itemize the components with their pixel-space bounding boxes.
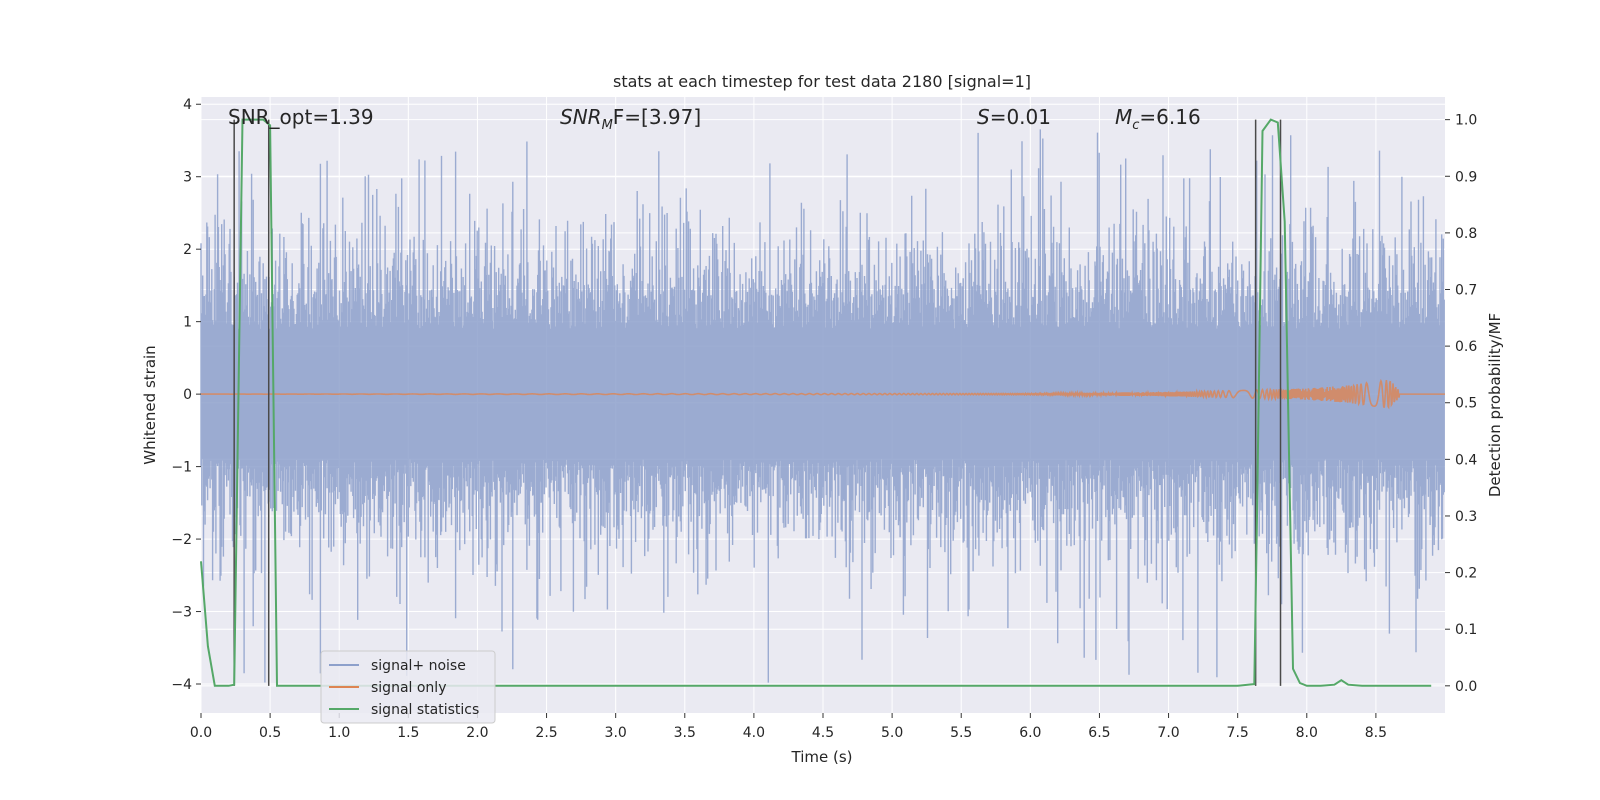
x-tick-label: 5.0 <box>881 725 903 741</box>
x-tick-label: 2.0 <box>466 725 488 741</box>
y-axis-label-right: Detection probability/MF <box>1486 313 1504 497</box>
y-left-tick-label: −1 <box>171 460 192 476</box>
y-right-tick-label: 0.4 <box>1455 452 1477 468</box>
x-tick-label: 7.5 <box>1227 725 1249 741</box>
y-right-tick-label: 0.8 <box>1455 226 1477 242</box>
legend-label-signal-statistics: signal statistics <box>371 702 479 718</box>
signal-statistics-series <box>200 118 1432 687</box>
legend-box <box>320 650 496 724</box>
y-left-tick-label: −4 <box>171 677 192 693</box>
y-left-tick-label: −2 <box>171 532 192 548</box>
y-left-tick-label: 2 <box>183 242 192 258</box>
x-tick-label: 0.0 <box>190 725 212 741</box>
legend-label-signal-only: signal only <box>371 680 446 696</box>
x-tick-label: 4.5 <box>812 725 834 741</box>
x-tick-label: 7.0 <box>1157 725 1179 741</box>
signal-only-trace <box>200 378 1445 410</box>
y-axis-label-left: Whitened strain <box>141 345 159 464</box>
x-tick-label: 1.0 <box>328 725 350 741</box>
x-tick-label: 6.5 <box>1088 725 1110 741</box>
x-tick-label: 8.5 <box>1365 725 1387 741</box>
y-right-tick-label: 1.0 <box>1455 113 1477 129</box>
y-right-tick-label: 0.3 <box>1455 509 1477 525</box>
annotation-snr-mf: SNRMF=[3.97] <box>560 105 701 133</box>
x-axis-label: Time (s) <box>791 748 853 766</box>
x-tick-label: 0.5 <box>259 725 281 741</box>
annotation-snr-opt: SNR_opt=1.39 <box>228 105 374 129</box>
x-tick-label: 3.5 <box>674 725 696 741</box>
y-left-tick-label: −3 <box>171 605 192 621</box>
x-tick-label: 4.0 <box>743 725 765 741</box>
y-right-tick-label: 0.0 <box>1455 679 1477 695</box>
y-right-tick-label: 0.6 <box>1455 339 1477 355</box>
annotation-mc: Mc=6.16 <box>1115 105 1201 133</box>
x-tick-label: 6.0 <box>1019 725 1041 741</box>
legend-label-signal-noise: signal+ noise <box>371 658 466 674</box>
y-left-tick-label: 1 <box>183 315 192 331</box>
y-right-tick-label: 0.9 <box>1455 169 1477 185</box>
y-right-tick-label: 0.2 <box>1455 566 1477 582</box>
signal-only-series <box>200 378 1445 410</box>
y-right-tick-label: 0.5 <box>1455 396 1477 412</box>
legend: signal+ noise signal only signal statist… <box>320 650 496 724</box>
chart-title: stats at each timestep for test data 218… <box>613 72 1031 91</box>
y-left-tick-label: 4 <box>183 97 192 113</box>
y-right-tick-label: 0.1 <box>1455 622 1477 638</box>
y-left-tick-label: 3 <box>183 170 192 186</box>
x-tick-label: 3.0 <box>605 725 627 741</box>
x-tick-label: 8.0 <box>1296 725 1318 741</box>
x-tick-label: 1.5 <box>397 725 419 741</box>
y-right-tick-label: 0.7 <box>1455 283 1477 299</box>
signal-statistics-trace <box>200 118 1432 687</box>
x-tick-label: 5.5 <box>950 725 972 741</box>
axes: 0.0 0.5 1.0 1.5 2.0 2.5 3.0 3.5 4.0 4.5 5.0 5.5 6.0 6… <box>171 97 1477 741</box>
annotation-s: S=0.01 <box>977 105 1051 129</box>
y-left-tick-label: 0 <box>183 387 192 403</box>
x-tick-label: 2.5 <box>535 725 557 741</box>
